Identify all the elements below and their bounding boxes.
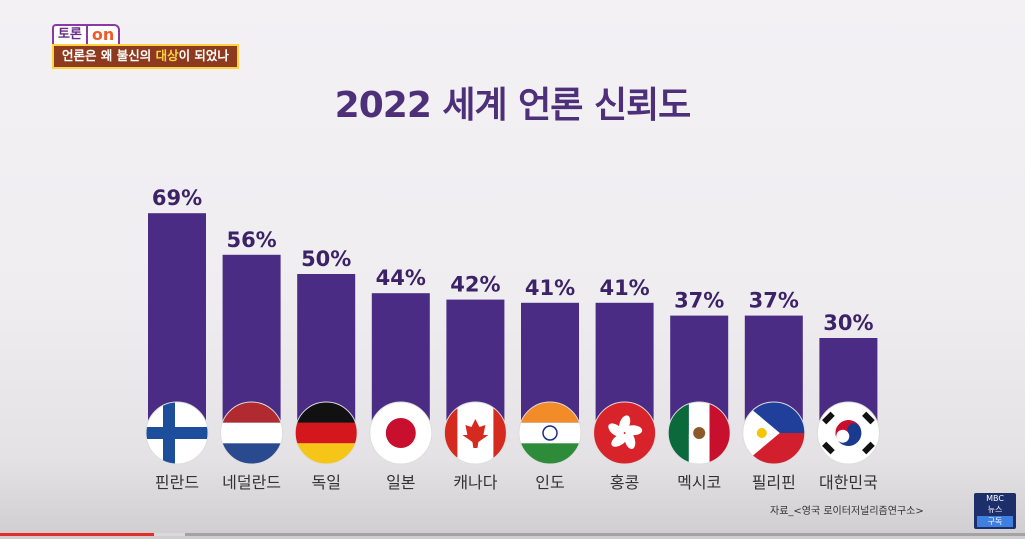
x-tick-label: 일본 bbox=[386, 473, 415, 492]
bar-1 bbox=[148, 213, 206, 434]
bar-value-label: 50% bbox=[301, 247, 351, 271]
bar-value-label: 37% bbox=[674, 289, 724, 313]
x-tick-label: 대한민국 bbox=[819, 473, 878, 492]
badge-subtitle-b: 대상 bbox=[155, 48, 179, 63]
badge-toron: 토론 bbox=[52, 24, 88, 44]
x-tick-label: 네덜란드 bbox=[222, 473, 281, 492]
canada-flag-icon bbox=[443, 401, 507, 465]
badge-subtitle-c: 이 되었나 bbox=[178, 48, 229, 63]
chart-title: 2022 세계 언론 신뢰도 bbox=[334, 85, 692, 126]
philippines-flag-icon bbox=[742, 401, 806, 465]
logo-line2: 뉴스 bbox=[987, 505, 1003, 514]
badge-subtitle: 언론은 왜 불신의 대상이 되었나 bbox=[52, 44, 239, 69]
bar-value-label: 69% bbox=[152, 186, 202, 210]
japan-flag-icon bbox=[369, 401, 433, 465]
germany-flag-icon bbox=[294, 401, 358, 465]
india-flag-icon bbox=[518, 401, 582, 465]
video-progress-bar[interactable] bbox=[0, 533, 1025, 536]
x-tick-label: 독일 bbox=[311, 473, 340, 492]
bar-value-label: 41% bbox=[599, 276, 649, 300]
subscribe-label: 구독 bbox=[977, 516, 1013, 527]
badge-subtitle-a: 언론은 왜 불신의 bbox=[62, 48, 156, 63]
x-tick-label: 핀란드 bbox=[155, 473, 199, 492]
video-buffer bbox=[153, 533, 185, 536]
bar-value-label: 56% bbox=[226, 228, 276, 252]
netherlands-flag-icon bbox=[220, 401, 284, 465]
south-korea-flag-icon bbox=[816, 401, 880, 465]
program-badge: 토론 on 언론은 왜 불신의 대상이 되었나 bbox=[52, 24, 239, 69]
x-tick-label: 멕시코 bbox=[677, 473, 721, 492]
bar-value-label: 41% bbox=[525, 276, 575, 300]
bar-value-label: 42% bbox=[450, 273, 500, 297]
x-tick-label: 인도 bbox=[535, 473, 564, 492]
bar-value-label: 44% bbox=[376, 266, 426, 290]
video-progress-fill bbox=[0, 533, 154, 536]
finland-flag-icon bbox=[145, 401, 209, 465]
x-tick-label: 캐나다 bbox=[453, 473, 497, 492]
x-tick-label: 홍콩 bbox=[610, 473, 639, 492]
source-caption: 자료_<영국 로이터저널리즘연구소> bbox=[770, 506, 924, 517]
mexico-flag-icon bbox=[667, 401, 731, 465]
x-tick-label: 필리핀 bbox=[752, 473, 796, 492]
hong-kong-flag-icon bbox=[593, 401, 657, 465]
badge-on: on bbox=[87, 24, 121, 44]
logo-line1: MBC bbox=[986, 494, 1004, 503]
bar-value-label: 30% bbox=[823, 311, 873, 335]
mbc-news-logo[interactable]: MBC 뉴스 구독 bbox=[974, 493, 1016, 529]
bar-value-label: 37% bbox=[749, 289, 799, 313]
